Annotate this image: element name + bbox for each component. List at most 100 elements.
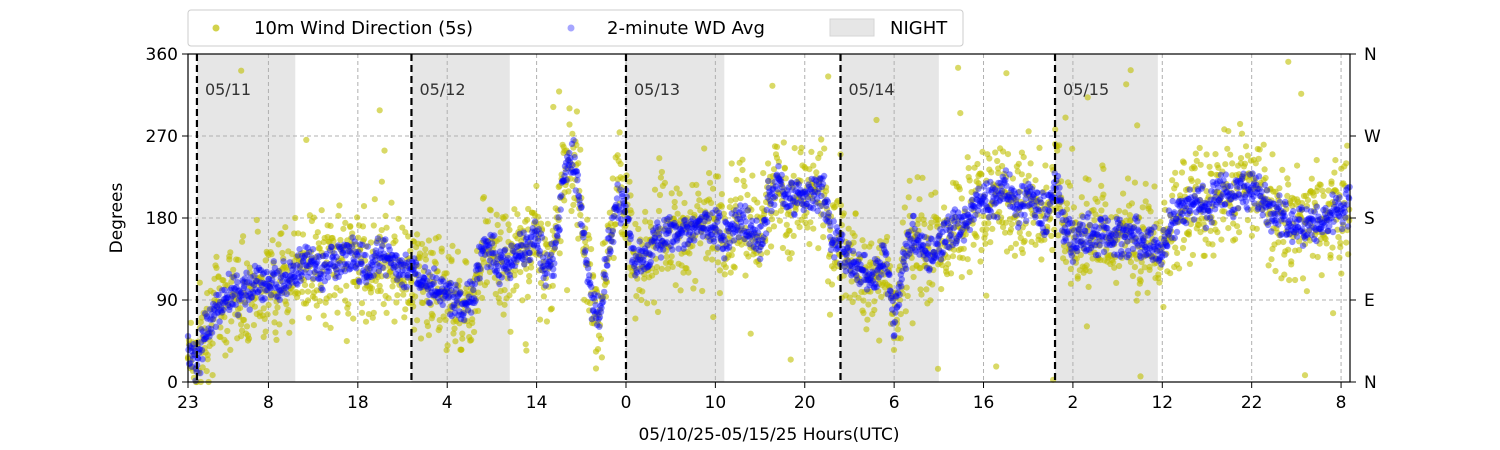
wd-avg-point bbox=[689, 215, 696, 222]
wd-avg-point bbox=[626, 230, 634, 237]
wind-5s-point bbox=[594, 346, 602, 353]
wd-avg-point bbox=[301, 252, 309, 259]
wd-avg-point bbox=[957, 229, 964, 236]
wd-avg-point bbox=[197, 339, 205, 346]
wind-5s-point bbox=[1228, 189, 1235, 196]
wind-5s-point bbox=[1269, 151, 1276, 158]
wd-avg-point bbox=[325, 264, 332, 271]
wind-5s-point bbox=[1184, 186, 1191, 193]
wd-avg-point bbox=[266, 283, 273, 290]
wd-avg-point bbox=[207, 316, 214, 323]
wd-avg-point bbox=[545, 262, 552, 269]
wind-5s-point bbox=[414, 231, 421, 238]
wind-5s-point bbox=[681, 199, 688, 207]
wd-avg-point bbox=[910, 212, 917, 220]
wind-5s-point bbox=[1303, 288, 1310, 295]
wd-avg-point bbox=[262, 280, 269, 288]
wind-5s-point bbox=[775, 158, 783, 165]
wind-5s-point bbox=[942, 242, 949, 249]
wd-avg-point bbox=[774, 174, 782, 182]
wind-5s-point bbox=[1116, 207, 1123, 214]
wind-5s-point bbox=[911, 243, 918, 250]
wd-avg-point bbox=[739, 211, 747, 218]
wd-avg-point bbox=[751, 226, 759, 234]
wind-5s-point bbox=[1170, 236, 1177, 243]
wind-5s-point bbox=[894, 326, 902, 333]
wind-5s-point bbox=[1137, 373, 1144, 380]
wind-5s-point bbox=[769, 82, 776, 89]
wd-avg-point bbox=[311, 268, 318, 276]
wd-avg-point bbox=[464, 280, 471, 288]
wd-avg-point bbox=[946, 232, 954, 239]
wind-5s-point bbox=[800, 188, 807, 195]
wind-5s-point bbox=[1047, 202, 1054, 209]
wd-avg-point bbox=[480, 237, 487, 244]
wind-5s-point bbox=[309, 276, 316, 283]
wd-avg-point bbox=[973, 196, 980, 203]
x-tick-label: 0 bbox=[621, 393, 632, 413]
wd-avg-point bbox=[766, 191, 774, 198]
wd-avg-point bbox=[710, 238, 718, 245]
wd-avg-point bbox=[817, 202, 824, 210]
wind-5s-point bbox=[435, 233, 442, 240]
wd-avg-point bbox=[538, 234, 546, 241]
wind-5s-point bbox=[299, 231, 307, 238]
wind-5s-point bbox=[465, 307, 472, 314]
wind-5s-point bbox=[1063, 200, 1071, 207]
wd-avg-point bbox=[421, 264, 429, 271]
wd-avg-point bbox=[255, 288, 262, 295]
wind-5s-point bbox=[1192, 183, 1199, 190]
wind-5s-point bbox=[966, 177, 973, 184]
wd-avg-point bbox=[692, 224, 699, 231]
wd-avg-point bbox=[606, 250, 613, 258]
wind-5s-point bbox=[471, 328, 478, 336]
wind-5s-point bbox=[1113, 279, 1120, 286]
wind-5s-point bbox=[930, 266, 937, 274]
wind-5s-point bbox=[768, 243, 775, 250]
wind-5s-point bbox=[1083, 262, 1090, 269]
wind-5s-point bbox=[852, 210, 859, 217]
wd-avg-point bbox=[758, 222, 765, 230]
wind-5s-point bbox=[1061, 242, 1068, 249]
wd-avg-point bbox=[1330, 218, 1337, 225]
wd-avg-point bbox=[241, 283, 248, 290]
wind-5s-point bbox=[793, 201, 800, 208]
wind-5s-point bbox=[691, 214, 698, 221]
wd-avg-point bbox=[775, 163, 782, 170]
wd-avg-point bbox=[610, 213, 617, 220]
wd-avg-point bbox=[339, 249, 346, 257]
wd-avg-point bbox=[308, 257, 315, 264]
wind-5s-point bbox=[1040, 188, 1047, 195]
wd-avg-point bbox=[457, 315, 465, 323]
wd-avg-point bbox=[274, 293, 282, 300]
wd-avg-point bbox=[413, 280, 421, 287]
wind-5s-point bbox=[240, 316, 248, 324]
wd-avg-point bbox=[552, 240, 559, 247]
wd-avg-point bbox=[572, 168, 579, 175]
wd-avg-point bbox=[242, 301, 249, 308]
wind-5s-point bbox=[573, 108, 581, 115]
wd-avg-point bbox=[578, 203, 585, 211]
wd-avg-point bbox=[265, 275, 272, 283]
wd-avg-point bbox=[890, 333, 897, 340]
wind-5s-point bbox=[1061, 211, 1069, 218]
wind-5s-point bbox=[1338, 270, 1345, 277]
wd-avg-point bbox=[597, 308, 605, 316]
wd-avg-point bbox=[414, 271, 422, 278]
wind-5s-point bbox=[928, 219, 935, 226]
wind-5s-point bbox=[701, 145, 708, 152]
wd-avg-point bbox=[846, 247, 853, 254]
wind-5s-point bbox=[1085, 283, 1092, 290]
wd-avg-point bbox=[975, 202, 983, 209]
wind-5s-point bbox=[1234, 185, 1241, 192]
wd-avg-point bbox=[899, 267, 906, 275]
wind-5s-point bbox=[1058, 178, 1065, 185]
wd-avg-point bbox=[601, 288, 608, 296]
wd-avg-point bbox=[543, 270, 550, 277]
wind-5s-point bbox=[1014, 219, 1021, 226]
wd-avg-point bbox=[315, 274, 322, 282]
wind-5s-point bbox=[388, 257, 395, 264]
wind-5s-point bbox=[779, 203, 787, 210]
wd-avg-point bbox=[344, 260, 351, 268]
wind-5s-point bbox=[231, 272, 238, 279]
